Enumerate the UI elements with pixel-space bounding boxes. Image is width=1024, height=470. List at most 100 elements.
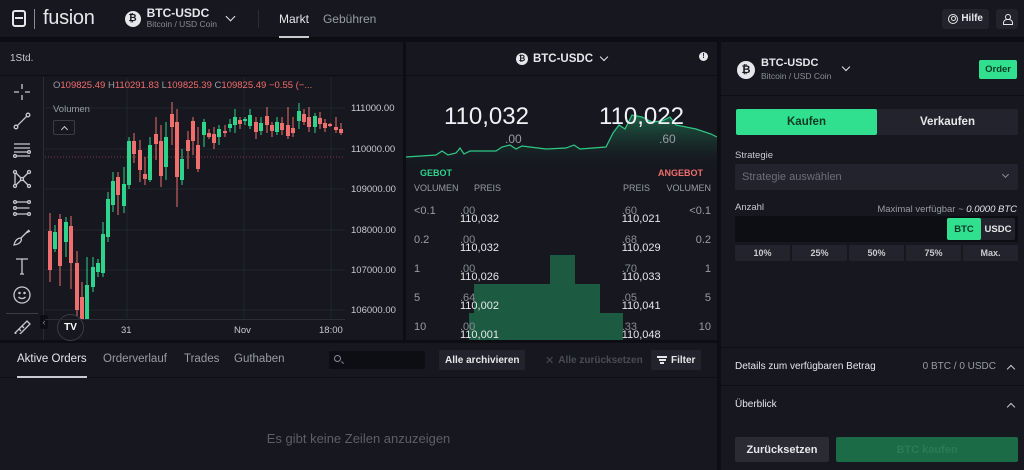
help-button[interactable]: Hilfe (942, 8, 989, 29)
emoji-icon (13, 285, 31, 304)
orderbook-row[interactable]: 1 110,026.00 110,033.70 1 (414, 263, 711, 283)
best-bid-price: 110,032 (444, 103, 529, 130)
info-icon[interactable]: ! (699, 52, 708, 61)
tradingview-logo[interactable]: TV (57, 314, 84, 341)
orders-tabbar: Aktive Orders Orderverlauf Trades Guthab… (0, 343, 717, 378)
nav-markt[interactable]: Markt (278, 0, 309, 38)
chevron-up-icon (60, 125, 68, 133)
reset-button[interactable]: Zurücksetzen (735, 437, 829, 462)
pct-10-button[interactable]: 10% (735, 245, 790, 261)
amount-input[interactable]: BTC USDC (735, 216, 1018, 242)
y-tick: 111000.00 (351, 103, 395, 114)
unit-btc[interactable]: BTC (947, 218, 981, 240)
brush-icon (13, 229, 31, 246)
price-axis[interactable]: 111000.00 110000.00 109000.00 108000.00 … (346, 77, 403, 340)
drawing-toolbar (0, 77, 44, 340)
ruler-tool[interactable] (0, 318, 44, 334)
fib-tool[interactable] (0, 135, 44, 164)
bid-price-header: PREIS (474, 183, 502, 193)
orderbook-row[interactable]: 5 110,002.64 110,041.05 5 (414, 292, 711, 312)
bitcoin-icon: ₿ (124, 10, 141, 27)
text-icon (16, 257, 28, 275)
depth-bar (474, 284, 600, 313)
unit-toggle: BTC USDC (947, 218, 1015, 240)
interval-selector[interactable]: 1Std. (10, 53, 34, 64)
chevron-down-icon[interactable] (841, 62, 851, 72)
nav-gebuehren[interactable]: Gebühren (322, 11, 377, 26)
archive-all-button[interactable]: Alle archivieren (439, 350, 526, 370)
x-tick: 31 (121, 325, 132, 336)
chevron-down-icon (225, 11, 236, 22)
x-tick: 18:00 (319, 325, 343, 336)
buy-tab[interactable]: Kaufen (736, 109, 877, 135)
orderbook-rows: <0.1 110,032.00 110,021.60 <0.1 0.2 110,… (406, 197, 717, 340)
projection-tool[interactable] (0, 193, 44, 222)
candlestick-plot[interactable]: O109825.49 H110291.83 L109825.39 C109825… (45, 77, 345, 341)
pct-50-button[interactable]: 50% (849, 245, 904, 261)
ask-volume-header: VOLUMEN (666, 183, 711, 193)
toolbar-divider (6, 313, 38, 314)
toolbar-collapse-handle[interactable]: ‹ (40, 315, 48, 329)
form-pair-symbol[interactable]: BTC-USDC (761, 57, 819, 69)
strategy-select[interactable]: Strategie auswählen (735, 164, 1018, 190)
help-label: Hilfe (961, 13, 983, 24)
orderbook-panel: ₿ BTC-USDC ! 110,032 .00 110,022 .60 GEB (406, 42, 717, 340)
emoji-tool[interactable] (0, 280, 44, 309)
tab-active-orders[interactable]: Aktive Orders (17, 353, 87, 378)
bid-label: GEBOT (420, 168, 453, 178)
pair-selector[interactable]: ₿ BTC-USDC Bitcoin / USD Coin (124, 6, 236, 30)
candlestick-chart (45, 77, 345, 332)
overview-label: Überblick (735, 399, 777, 410)
volume-expand-button[interactable] (53, 120, 75, 135)
main-nav: Markt Gebühren (278, 0, 390, 38)
time-axis[interactable]: 31 Nov 18:00 (45, 319, 345, 340)
depth-chart: 110,032 .00 110,022 .60 (406, 77, 717, 167)
fib-icon (12, 142, 32, 158)
logo[interactable]: fusion (12, 7, 95, 30)
lifebuoy-icon (948, 13, 959, 24)
buy-sell-toggle: Kaufen Verkaufen (736, 109, 1018, 135)
ask-label: ANGEBOT (658, 168, 703, 178)
sell-tab[interactable]: Verkaufen (920, 116, 975, 128)
tab-trades[interactable]: Trades (184, 353, 220, 365)
crosshair-tool[interactable] (0, 77, 44, 106)
pair-name: Bitcoin / USD Coin (146, 19, 217, 30)
best-ask-price: 110,022 (599, 103, 684, 130)
user-button[interactable] (996, 8, 1018, 29)
submit-buy-button[interactable]: BTC kaufen (836, 437, 1018, 462)
strategy-placeholder: Strategie auswählen (742, 171, 842, 183)
order-form-header: ₿ BTC-USDC Bitcoin / USD Coin Order (721, 42, 1024, 96)
filter-button[interactable]: Filter (651, 350, 702, 370)
divider (257, 9, 259, 28)
orders-search-input[interactable] (329, 351, 425, 369)
y-tick: 106000.00 (351, 305, 396, 316)
orderbook-row[interactable]: 0.2 110,032.00 110,029.68 0.2 (414, 234, 711, 254)
details-accordion[interactable]: Details zum verfügbaren Betrag 0 BTC / 0… (721, 347, 1024, 385)
chart-header: 1Std. (0, 42, 403, 76)
orderbook-row[interactable]: 10 110,001.00 110,048.33 10 (414, 321, 711, 340)
reset-all-button[interactable]: ✕ Alle zurücksetzen (545, 354, 643, 367)
tab-order-history[interactable]: Orderverlauf (103, 353, 167, 365)
pct-75-button[interactable]: 75% (906, 245, 961, 261)
pct-25-button[interactable]: 25% (792, 245, 847, 261)
y-tick: 108000.00 (351, 225, 396, 236)
ohlc-legend: O109825.49 H110291.83 L109825.39 C109825… (53, 80, 313, 91)
max-available: Maximal verfügbar ~ 0.0000 BTC (877, 204, 1017, 215)
strategy-label: Strategie (735, 150, 774, 161)
chevron-up-icon (1006, 402, 1016, 411)
trendline-tool[interactable] (0, 106, 44, 135)
y-tick: 109000.00 (351, 184, 396, 195)
unit-usdc[interactable]: USDC (984, 223, 1012, 235)
orderbook-row[interactable]: <0.1 110,032.00 110,021.60 <0.1 (414, 205, 711, 225)
brush-tool[interactable] (0, 222, 44, 251)
overview-accordion[interactable]: Überblick (721, 385, 1024, 423)
pattern-tool[interactable] (0, 164, 44, 193)
order-badge[interactable]: Order (979, 60, 1017, 79)
pair-symbol: BTC-USDC (146, 6, 210, 21)
text-tool[interactable] (0, 251, 44, 280)
amount-label: Anzahl (735, 202, 765, 213)
tab-balances[interactable]: Guthaben (234, 353, 285, 365)
percentage-buttons: 10% 25% 50% 75% Max. (735, 245, 1018, 261)
pct-max-button[interactable]: Max. (963, 245, 1018, 261)
orderbook-pair-selector[interactable]: ₿ BTC-USDC (406, 42, 717, 76)
